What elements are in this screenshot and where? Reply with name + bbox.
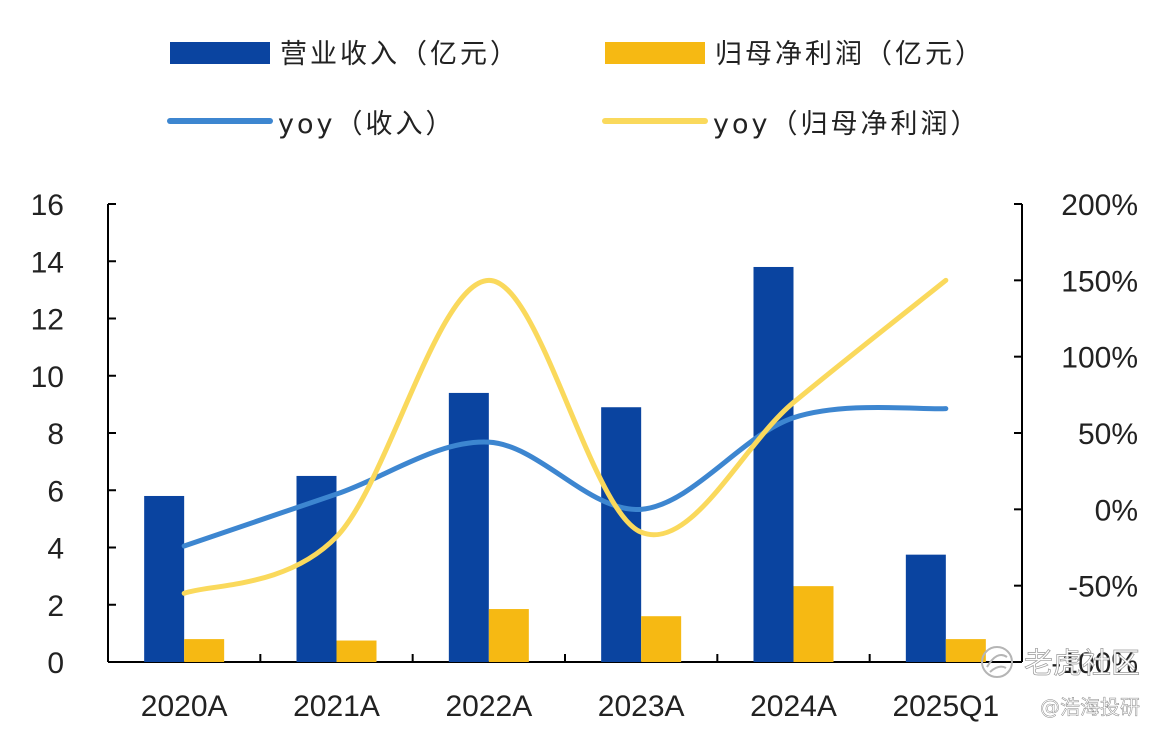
legend-label-revenue-yoy: yoy（收入） (278, 109, 455, 140)
y-right-tick-label: -100% (1051, 647, 1138, 680)
line-net-profit-yoy (181, 277, 949, 596)
y-left-tick-label: 4 (47, 533, 64, 566)
plot-area: 0 2 4 6 8 10 12 14 16 -100% -50% 0% 50% 100% 150% 200% 2… (31, 189, 1138, 723)
y-left-tick-label: 16 (31, 189, 64, 222)
bar-revenue (448, 392, 489, 662)
watermark-top: 老虎社区 (1024, 646, 1140, 680)
x-tick-label: 2021A (293, 690, 380, 723)
y-right-tick-label: -50% (1068, 571, 1138, 604)
x-tick-label: 2025Q1 (892, 690, 999, 723)
x-tick-label: 2022A (445, 690, 532, 723)
x-tick-label: 2023A (598, 690, 685, 723)
legend-swatch-revenue (170, 42, 270, 64)
y-left-tick-label: 10 (31, 361, 64, 394)
y-right-tick-label: 150% (1061, 265, 1138, 298)
legend-label-revenue: 营业收入（亿元） (280, 39, 520, 70)
bar-revenue (601, 407, 642, 662)
bar-net-profit (184, 639, 225, 662)
bar-revenue (144, 495, 185, 662)
legend-label-net-profit-yoy: yoy（归母净利润） (713, 109, 980, 140)
bar-net-profit (488, 609, 529, 662)
y-right-tick-label: 50% (1078, 418, 1138, 451)
y-left-tick-label: 2 (47, 590, 64, 623)
bar-revenue (905, 554, 946, 662)
y-left-tick-label: 12 (31, 304, 64, 337)
y-right-tick-label: 0% (1095, 494, 1138, 527)
y-right-tick-label: 100% (1061, 342, 1138, 375)
y-left-tick-label: 0 (47, 647, 64, 680)
bar-net-profit (793, 586, 834, 662)
y-left-tick-label: 6 (47, 475, 64, 508)
y-left-tick-label: 8 (47, 418, 64, 451)
bar-net-profit (641, 616, 682, 662)
watermarks: 老虎社区 @浩海投研 (981, 646, 1140, 719)
x-tick-label: 2024A (750, 690, 837, 723)
legend-swatch-net-profit (605, 42, 705, 64)
watermark-bottom: @浩海投研 (1040, 695, 1140, 719)
y-left-tick-label: 14 (31, 246, 64, 279)
bar-net-profit (945, 639, 986, 662)
line-revenue-yoy (181, 404, 949, 549)
legend: 营业收入（亿元） 归母净利润（亿元） yoy（收入） yoy（归母净利润） (167, 39, 985, 140)
y-right-tick-label: 200% (1061, 189, 1138, 222)
legend-label-net-profit: 归母净利润（亿元） (715, 39, 985, 70)
bar-revenue (753, 266, 794, 662)
watermark-logo-icon (981, 646, 1013, 678)
x-tick-label: 2020A (141, 690, 228, 723)
bar-net-profit (336, 640, 377, 662)
